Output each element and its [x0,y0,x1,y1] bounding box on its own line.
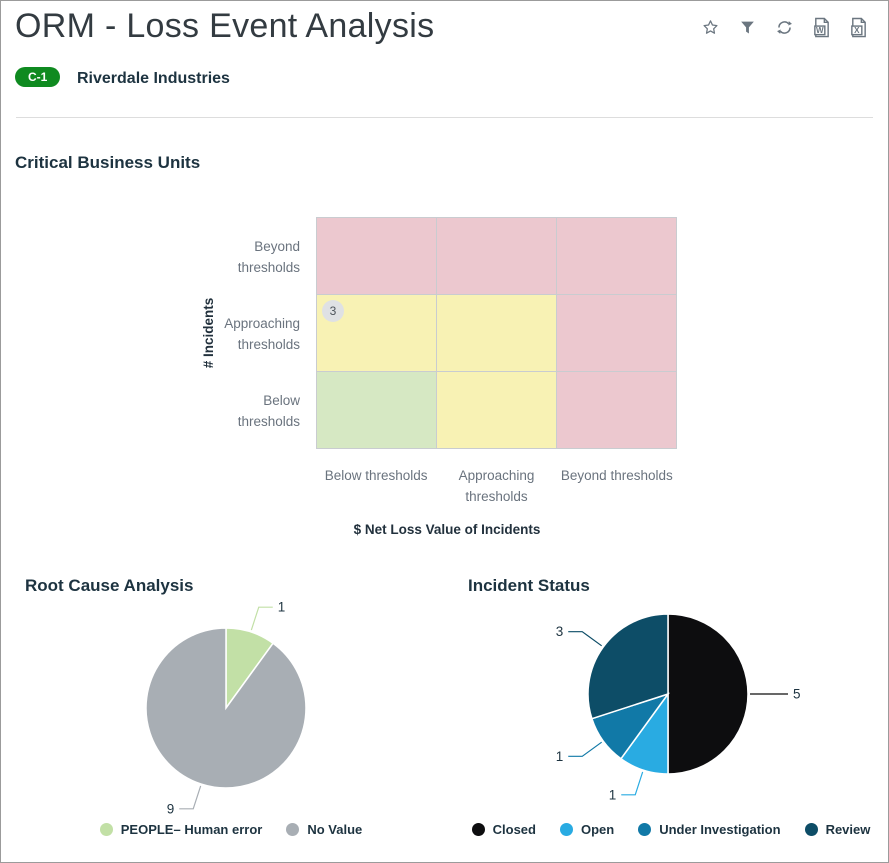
risk-matrix-chart: # Incidents Beyond thresholds Approaching… [201,217,693,557]
incident-count-badge[interactable]: 3 [322,300,344,322]
incident-status-panel: Incident Status 5 1 1 3 Closed Open Under Inv… [451,566,888,856]
legend-swatch [286,823,300,836]
incident-status-pie-chart: 5 1 1 3 [556,613,801,802]
legend-label: Under Investigation [659,822,781,837]
refresh-icon[interactable] [775,17,794,38]
heatmap-cell-r1c2-red [557,295,676,371]
heatmap-cell-r1c0-yellow[interactable]: 3 [317,295,436,371]
legend-swatch [471,823,485,836]
svg-text:W: W [816,26,824,35]
section-title-root-cause: Root Cause Analysis [25,576,194,595]
heatmap-cell-r1c1-yellow [437,295,556,371]
heatmap-cell-r0c2-red [557,218,676,294]
export-word-icon[interactable]: W [812,17,831,38]
x-tick-beyond-thresholds: Beyond thresholds [560,468,673,483]
pie-value-label: 1 [278,600,286,615]
pie-slice-no-value[interactable] [145,627,307,789]
legend-item-under-investigation[interactable]: Under Investigation [638,822,781,837]
heatmap-cell-r0c0-red [317,218,436,294]
pie-value-label: 9 [167,801,175,816]
pie-label-leader [250,606,273,631]
pie-value-label: 3 [556,624,564,639]
legend-swatch [804,823,818,836]
filter-funnel-icon[interactable] [738,17,757,38]
pie-label-leader [621,771,644,796]
pie-label-leader [568,741,603,757]
incident-status-legend: Closed Open Under Investigation Review [451,822,888,837]
root-cause-pie-chart: 19 [145,600,307,816]
legend-item-open[interactable]: Open [559,822,615,837]
x-axis-title: $ Net Loss Value of Incidents [353,522,541,537]
y-axis-tick-labels: Beyond thresholds Approaching thresholds B… [201,218,306,449]
page-title: ORM - Loss Event Analysis [15,7,435,45]
anchor-badge: C-1 [15,67,61,87]
legend-label: Open [580,822,615,837]
root-cause-legend: PEOPLE– Human error No Value [11,822,451,837]
pie-value-label: 5 [793,687,801,702]
legend-swatch [99,823,113,836]
legend-label: Closed [492,822,536,837]
section-title-incident-status: Incident Status [468,576,590,595]
heatmap-cell-r2c0-green [317,372,436,448]
heatmap-grid: 3 [316,217,677,449]
pie-value-label: 1 [556,749,564,764]
legend-item-review[interactable]: Review [804,822,871,837]
heatmap-cell-r0c1-red [437,218,556,294]
export-excel-icon[interactable]: X [849,17,868,38]
legend-item-people-human-error[interactable]: PEOPLE– Human error [99,822,263,837]
favorite-star-icon[interactable] [701,17,720,38]
section-title-critical-business-units: Critical Business Units [15,153,201,172]
x-tick-below-thresholds: Below thresholds [324,468,428,483]
x-tick-approaching-thresholds: Approaching thresholds [458,468,535,504]
legend-label: Review [825,822,871,837]
pie-slice-closed[interactable] [667,613,749,775]
x-axis-tick-labels: Below thresholds Approaching thresholds Be… [316,465,677,507]
y-tick-beyond-thresholds: Beyond thresholds [237,238,300,275]
y-tick-approaching-thresholds: Approaching thresholds [224,315,300,352]
header-divider [16,117,873,118]
svg-text:X: X [854,26,860,35]
legend-swatch [638,823,652,836]
pie-label-leader [568,631,603,647]
legend-item-closed[interactable]: Closed [471,822,536,837]
toolbar: W X [701,17,868,38]
legend-label: No Value [307,822,363,837]
y-tick-below-thresholds: Below thresholds [237,392,300,429]
company-name: Riverdale Industries [77,70,230,87]
legend-label: PEOPLE– Human error [120,822,263,837]
pie-label-leader [179,785,202,810]
legend-item-no-value[interactable]: No Value [286,822,362,837]
heatmap-cell-r2c2-red [557,372,676,448]
pie-value-label: 1 [609,787,617,802]
legend-swatch [559,823,573,836]
heatmap-cell-r2c1-yellow [437,372,556,448]
pie-slice-review[interactable] [587,613,669,720]
